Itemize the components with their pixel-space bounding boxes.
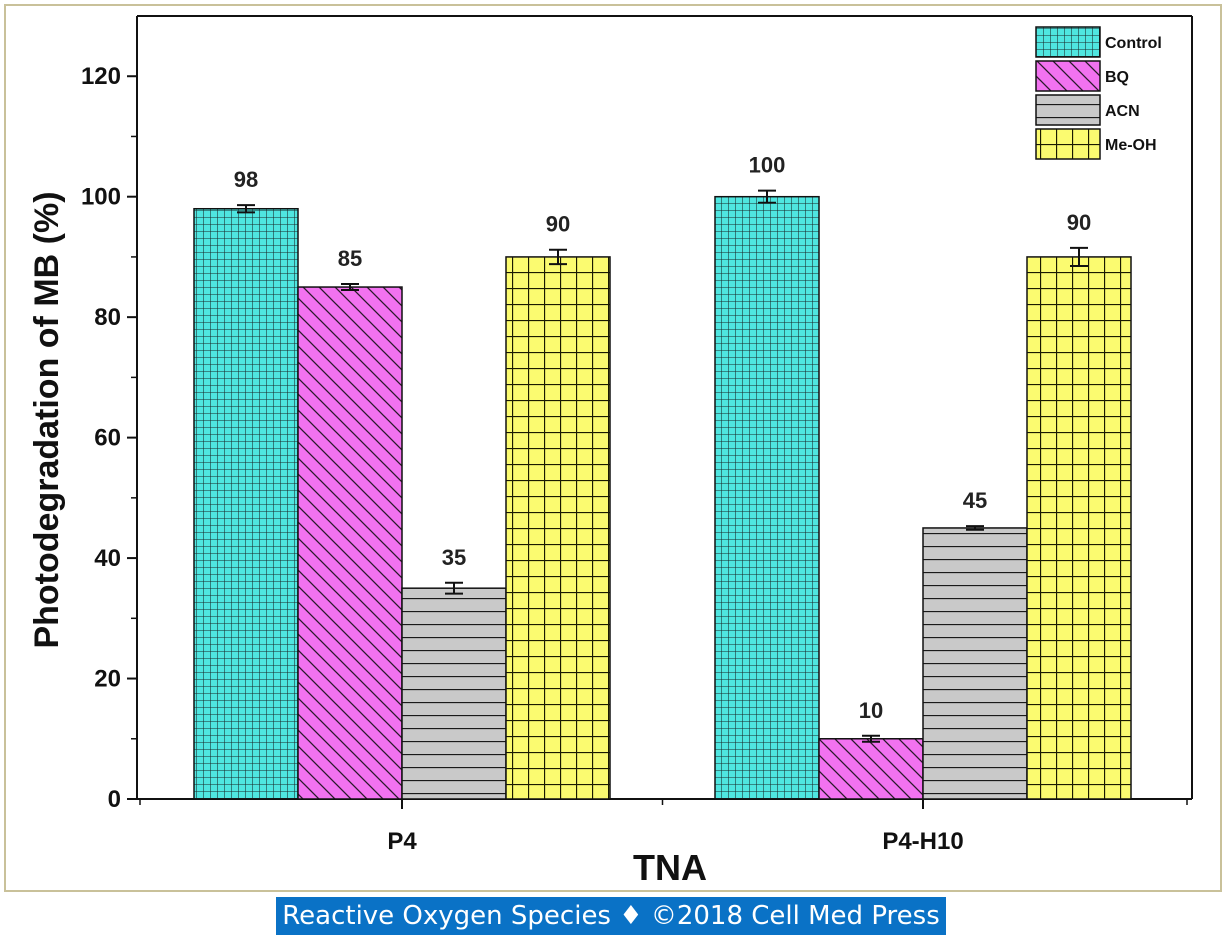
data-label: 45 — [963, 488, 987, 513]
legend: Control BQ ACN Me-OH — [1035, 26, 1162, 160]
data-labels: 98 100 85 10 35 45 90 90 — [234, 153, 1091, 723]
data-label: 100 — [749, 153, 786, 178]
data-label: 98 — [234, 167, 258, 192]
legend-swatch-acn — [1035, 94, 1101, 126]
bar-acn-p4-h10 — [922, 527, 1028, 800]
legend-swatch-bq — [1035, 60, 1101, 92]
legend-label: Me-OH — [1105, 137, 1157, 154]
data-label: 90 — [1067, 210, 1091, 235]
y-axis-title: Photodegradation of MB (%) — [28, 191, 66, 648]
data-label: 85 — [338, 246, 362, 271]
y-tick-label: 60 — [94, 425, 121, 452]
x-tick-label: P4-H10 — [882, 828, 963, 855]
y-tick-label: 100 — [81, 184, 121, 211]
data-label: 10 — [859, 698, 883, 723]
bar-me-oh-p4-h10 — [1026, 256, 1132, 800]
legend-swatch-me-oh — [1035, 128, 1101, 160]
bars — [193, 189, 1132, 800]
y-tick-label: 0 — [108, 786, 121, 813]
data-label: 90 — [546, 212, 570, 237]
bar-control-p4 — [193, 207, 299, 800]
x-axis-title: TNA — [633, 847, 707, 888]
legend-label: BQ — [1105, 69, 1129, 86]
bar-control-p4-h10 — [714, 195, 820, 800]
y-tick-label: 80 — [94, 304, 121, 331]
bar-bq-p4 — [297, 286, 403, 800]
y-tick-label: 20 — [94, 666, 121, 693]
caption-banner: Reactive Oxygen Species ♦ ©2018 Cell Med… — [276, 897, 946, 935]
x-tick-label: P4 — [387, 828, 417, 855]
bar-acn-p4 — [401, 587, 507, 800]
legend-label: ACN — [1105, 103, 1140, 120]
data-label: 35 — [442, 545, 466, 570]
bar-bq-p4-h10 — [818, 738, 924, 800]
y-tick-label: 120 — [81, 63, 121, 90]
legend-swatch-control — [1035, 26, 1101, 58]
bar-me-oh-p4 — [505, 256, 611, 800]
y-tick-label: 40 — [94, 545, 121, 572]
legend-label: Control — [1105, 35, 1162, 52]
